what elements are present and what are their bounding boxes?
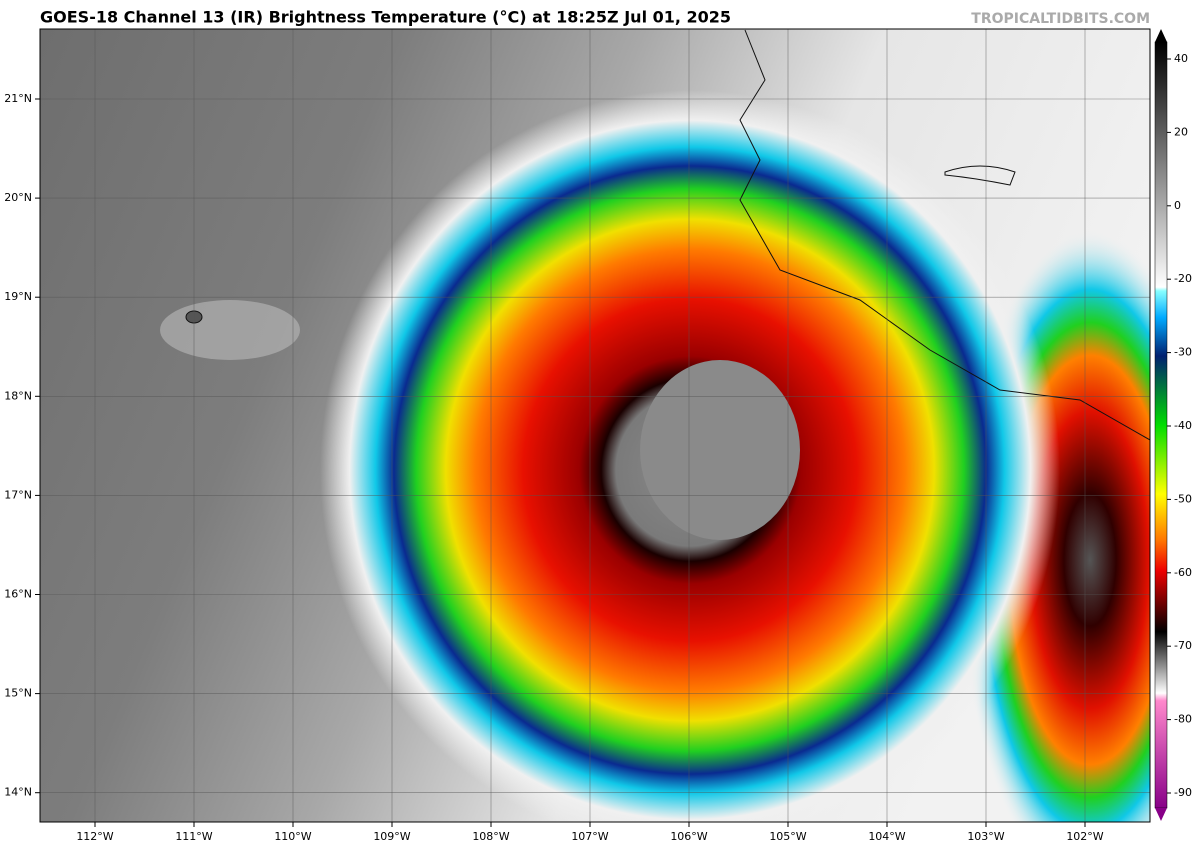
lon-label: 102°W [1066, 830, 1103, 843]
lat-label: 17°N [4, 488, 32, 501]
map-frame [39, 28, 1151, 823]
colorbar-label: -90 [1174, 786, 1192, 799]
lon-label: 103°W [967, 830, 1004, 843]
colorbar-label: -50 [1174, 492, 1192, 505]
colorbar-label: 40 [1174, 52, 1188, 65]
colorbar [1154, 41, 1168, 809]
graticule [40, 29, 1150, 822]
lon-label: 108°W [472, 830, 509, 843]
lat-label: 21°N [4, 92, 32, 105]
colorbar-label: 20 [1174, 125, 1188, 138]
colorbar-label: -80 [1174, 713, 1192, 726]
colorbar-label: -30 [1174, 346, 1192, 359]
lat-label: 15°N [4, 687, 32, 700]
credit: TROPICALTIDBITS.COM [971, 11, 1150, 27]
imagery [40, 29, 1150, 822]
lon-label: 106°W [670, 830, 707, 843]
colorbar-top [1155, 29, 1167, 42]
lon-label: 104°W [868, 830, 905, 843]
lon-label: 112°W [76, 830, 113, 843]
lon-label: 105°W [769, 830, 806, 843]
lon-label: 110°W [274, 830, 311, 843]
colorbar-label: 0 [1174, 199, 1181, 212]
colorbar-label: -20 [1174, 272, 1192, 285]
colorbar-label: -70 [1174, 639, 1192, 652]
lon-label: 109°W [373, 830, 410, 843]
colorbar-label: -40 [1174, 419, 1192, 432]
colorbar-label: -60 [1174, 566, 1192, 579]
lat-label: 20°N [4, 191, 32, 204]
lat-label: 16°N [4, 588, 32, 601]
lon-label: 107°W [571, 830, 608, 843]
lat-label: 14°N [4, 786, 32, 799]
title: GOES-18 Channel 13 (IR) Brightness Tempe… [40, 8, 731, 27]
lat-label: 18°N [4, 389, 32, 402]
lat-label: 19°N [4, 290, 32, 303]
lon-label: 111°W [175, 830, 212, 843]
colorbar-bottom [1155, 808, 1167, 821]
